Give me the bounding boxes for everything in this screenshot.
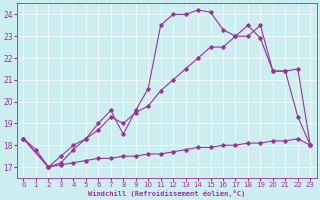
X-axis label: Windchill (Refroidissement éolien,°C): Windchill (Refroidissement éolien,°C) [88, 190, 245, 197]
